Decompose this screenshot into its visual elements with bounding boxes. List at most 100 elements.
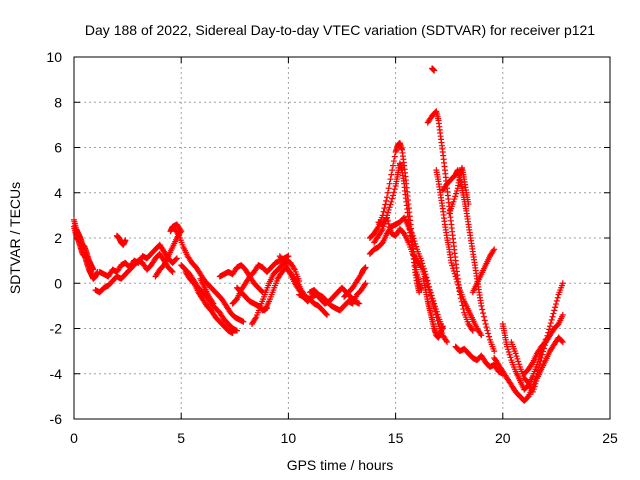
data-point (167, 228, 174, 235)
data-point (385, 220, 392, 227)
axis-ticks (73, 56, 611, 420)
series-track-7 (171, 225, 247, 325)
data-point (386, 224, 393, 231)
data-point (410, 235, 417, 242)
data-point (122, 237, 129, 244)
data-markers (71, 65, 566, 404)
data-point (485, 330, 492, 337)
x-axis-tick-labels: 0 5 10 15 20 25 (70, 430, 618, 446)
data-point (388, 171, 395, 178)
data-point (240, 318, 247, 325)
data-point (385, 185, 392, 192)
data-point (387, 176, 394, 183)
data-point (453, 187, 460, 194)
data-point (425, 283, 432, 290)
data-point (532, 380, 539, 387)
data-point (479, 306, 486, 313)
data-point (559, 280, 566, 287)
y-tick-label: -4 (50, 366, 63, 382)
y-tick-label: -2 (50, 321, 63, 337)
y-tick-label: 6 (54, 140, 62, 156)
x-tick-label: 25 (602, 430, 618, 446)
series-track-2 (71, 223, 101, 282)
data-point (384, 189, 391, 196)
data-point (504, 343, 511, 350)
x-tick-label: 5 (177, 430, 185, 446)
data-point (210, 300, 217, 307)
data-point (513, 353, 520, 360)
data-point (385, 206, 392, 213)
data-point (323, 311, 330, 318)
data-point (439, 323, 446, 330)
data-point (431, 67, 438, 74)
data-point (506, 351, 513, 358)
data-point (483, 324, 490, 331)
data-point (456, 284, 463, 291)
data-point (387, 201, 394, 208)
data-point (383, 197, 390, 204)
series-track-6 (152, 221, 185, 280)
series-track-28 (446, 164, 472, 217)
data-point (389, 195, 396, 202)
data-point (390, 162, 397, 169)
data-point (381, 205, 388, 212)
data-point (534, 358, 541, 365)
data-point (552, 304, 559, 311)
data-point (450, 265, 457, 272)
data-point (559, 311, 566, 318)
data-point (546, 323, 553, 330)
data-point (451, 270, 458, 277)
data-point (175, 231, 182, 238)
data-point (390, 192, 397, 199)
data-point (553, 297, 560, 304)
series-track-24 (420, 275, 446, 341)
data-point (229, 330, 236, 337)
data-point (387, 227, 394, 234)
series-track-9 (182, 268, 236, 337)
series-track-31 (429, 65, 438, 74)
data-point (391, 153, 398, 160)
x-tick-label: 20 (495, 430, 511, 446)
data-point (529, 388, 536, 395)
y-tick-label: 2 (54, 230, 62, 246)
data-point (507, 354, 514, 361)
data-point (391, 186, 398, 193)
y-tick-label: 4 (54, 185, 62, 201)
data-point (559, 339, 566, 346)
data-point (514, 355, 521, 362)
data-point (452, 193, 459, 200)
data-point (480, 310, 487, 317)
series-track-35 (521, 311, 566, 377)
data-point (427, 292, 434, 299)
x-axis-title: GPS time / hours (287, 457, 394, 473)
y-tick-label: 10 (46, 49, 62, 65)
data-point (258, 288, 265, 295)
data-point (515, 358, 522, 365)
data-point (323, 311, 330, 318)
data-point (452, 273, 459, 280)
data-point (552, 301, 559, 308)
data-point (530, 386, 537, 393)
data-point (453, 190, 460, 197)
data-point (484, 327, 491, 334)
data-point (362, 280, 369, 287)
data-point (504, 346, 511, 353)
data-point (465, 201, 472, 208)
series-track-30 (469, 246, 498, 296)
chart-title: Day 188 of 2022, Sidereal Day-to-day VTE… (85, 22, 595, 38)
data-point (534, 361, 541, 368)
data-point (168, 268, 175, 275)
y-tick-label: 0 (54, 275, 62, 291)
data-point (285, 253, 292, 260)
data-point (551, 307, 558, 314)
data-point (386, 204, 393, 211)
data-point (558, 338, 565, 345)
data-point (173, 256, 180, 263)
data-point (390, 158, 397, 165)
data-point (389, 167, 396, 174)
data-point (533, 377, 540, 384)
data-point (252, 315, 259, 322)
data-point (378, 227, 385, 234)
data-point (450, 268, 457, 275)
